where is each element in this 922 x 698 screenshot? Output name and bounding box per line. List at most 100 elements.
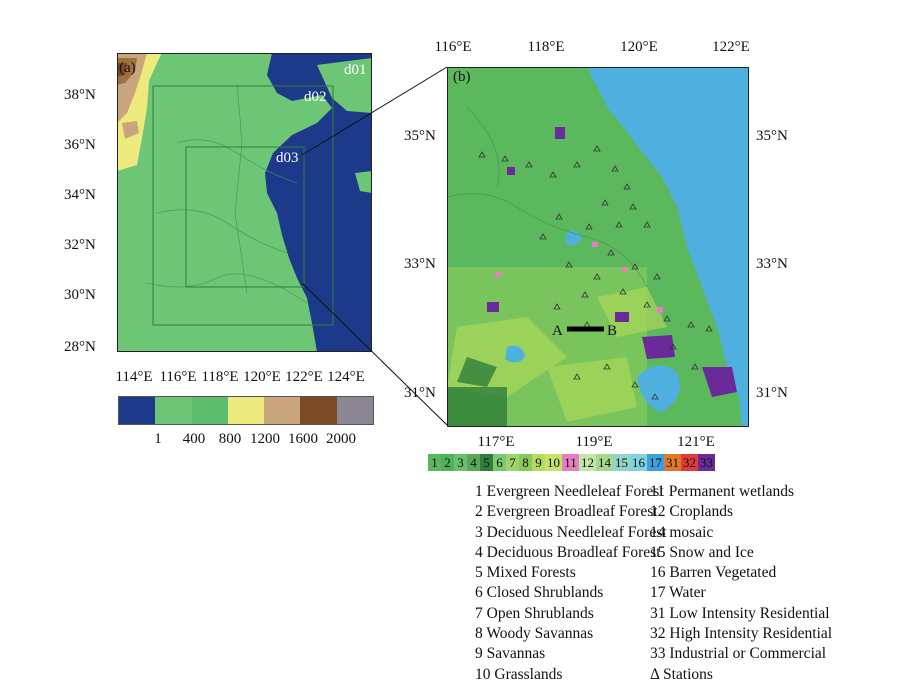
panel-a-label: (a): [119, 60, 136, 76]
station-marker: [623, 183, 631, 190]
lon-label-b-top: 122°E: [712, 39, 750, 55]
landuse-description-item: 9 Savannas: [475, 645, 546, 663]
lat-label-b-left: 33°N: [404, 256, 436, 272]
lon-label-b-bottom: 121°E: [677, 434, 715, 450]
elevation-swatch: [155, 397, 192, 424]
elevation-colorbar: [118, 396, 374, 425]
landuse-description-item: Δ Stations: [650, 665, 713, 683]
landuse-swatch: 31: [664, 454, 681, 471]
landuse-description-item: 10 Grasslands: [475, 665, 563, 683]
elevation-value: 2000: [326, 431, 356, 447]
station-marker: [653, 273, 661, 280]
landuse-description-item: 3 Deciduous Needleleaf Forest: [475, 523, 667, 541]
station-marker: [501, 155, 509, 162]
station-marker: [611, 165, 619, 172]
lat-label-a: 36°N: [64, 137, 96, 153]
lat-label-b-left: 35°N: [404, 128, 436, 144]
lon-label-b-bottom: 119°E: [575, 434, 613, 450]
station-marker: [593, 273, 601, 280]
landuse-description-list-right: 11 Permanent wetlands 12 Croplands 14 mosa…: [650, 482, 832, 685]
elevation-swatch: [336, 397, 373, 424]
station-marker: [553, 303, 561, 310]
landuse-description-item: 14 mosaic: [650, 523, 714, 541]
landuse-description-item: 1 Evergreen Needleleaf Forest: [475, 483, 664, 500]
landuse-description-item: 7 Open Shrublands: [475, 604, 594, 622]
panel-a-map: [117, 53, 372, 352]
lat-label-b-right: 31°N: [756, 385, 788, 401]
section-label-a: A: [552, 323, 563, 339]
station-marker: [705, 325, 713, 332]
landuse-description-item: 32 High Intensity Residential: [650, 625, 833, 643]
station-marker: [631, 263, 639, 270]
lat-label-a: 28°N: [64, 339, 96, 355]
landuse-description-list-left: 1 Evergreen Needleleaf Forest 2 Evergreen…: [475, 482, 667, 685]
lon-label-a: 122°E: [285, 369, 323, 385]
landuse-swatch: 3: [454, 454, 467, 471]
station-marker: [549, 171, 557, 178]
landuse-description-item: 15 Snow and Ice: [650, 543, 754, 561]
landuse-swatch: 16: [630, 454, 647, 471]
landuse-description-item: 11 Permanent wetlands: [650, 483, 795, 500]
landuse-swatch: 11: [562, 454, 579, 471]
station-marker: [663, 315, 671, 322]
elevation-swatch: [119, 397, 156, 424]
panel-b-map: [447, 67, 749, 427]
elevation-swatch: [227, 397, 265, 424]
landuse-swatch: 32: [681, 454, 698, 471]
station-marker: [687, 321, 695, 328]
station-marker: [539, 233, 547, 240]
landuse-description-item: 4 Deciduous Broadleaf Forest: [475, 543, 661, 561]
landuse-description-item: 17 Water: [650, 584, 706, 602]
lon-label-a: 124°E: [327, 369, 365, 385]
lat-label-a: 34°N: [64, 187, 96, 203]
elevation-value: 400: [182, 431, 206, 447]
lon-label-b-top: 120°E: [620, 39, 658, 55]
landuse-swatch: 7: [506, 454, 519, 471]
lon-label-a: 114°E: [115, 369, 153, 385]
station-marker: [629, 203, 637, 210]
landuse-swatch: 9: [532, 454, 545, 471]
landuse-description-item: 2 Evergreen Broadleaf Forest: [475, 503, 658, 521]
station-marker: [581, 291, 589, 298]
lat-label-a: 38°N: [64, 87, 96, 103]
landuse-swatch: 1: [428, 454, 441, 471]
station-marker: [601, 199, 609, 206]
lon-label-a: 118°E: [201, 369, 239, 385]
lon-label-a: 116°E: [159, 369, 197, 385]
station-marker: [615, 221, 623, 228]
landuse-description-item: 8 Woody Savannas: [475, 625, 594, 643]
station-marker: [573, 373, 581, 380]
landuse-description-item: 12 Croplands: [650, 503, 734, 521]
section-label-b: B: [607, 323, 618, 339]
lat-label-a: 32°N: [64, 237, 96, 253]
landuse-description-item: 16 Barren Vegetated: [650, 564, 777, 582]
elevation-value: 1: [154, 431, 162, 447]
landuse-swatch: 15: [613, 454, 630, 471]
landuse-description-item: 33 Industrial or Commercial: [650, 645, 827, 663]
station-marker: [631, 381, 639, 388]
landuse-swatch: 10: [545, 454, 562, 471]
station-marker: [603, 363, 611, 370]
landuse-description-item: 6 Closed Shrublands: [475, 584, 604, 602]
landuse-swatch: 33: [698, 454, 715, 471]
landuse-description-item: 5 Mixed Forests: [475, 564, 576, 582]
lon-label-a: 120°E: [243, 369, 281, 385]
landuse-swatch: 4: [467, 454, 480, 471]
lat-label-a: 30°N: [64, 287, 96, 303]
domain-label-d02: d02: [304, 89, 327, 105]
landuse-swatch: 14: [596, 454, 613, 471]
lat-label-b-right: 35°N: [756, 128, 788, 144]
station-marker: [643, 221, 651, 228]
station-marker: [585, 223, 593, 230]
landuse-swatch: 8: [519, 454, 532, 471]
station-marker: [691, 363, 699, 370]
landuse-swatch: 2: [441, 454, 454, 471]
elevation-swatch: [264, 397, 301, 424]
station-marker: [643, 301, 651, 308]
landuse-swatch: 6: [493, 454, 506, 471]
landuse-swatch: 12: [579, 454, 596, 471]
panel-b-label: (b): [453, 69, 471, 85]
elevation-value: 800: [218, 431, 242, 447]
station-marker: [555, 213, 563, 220]
